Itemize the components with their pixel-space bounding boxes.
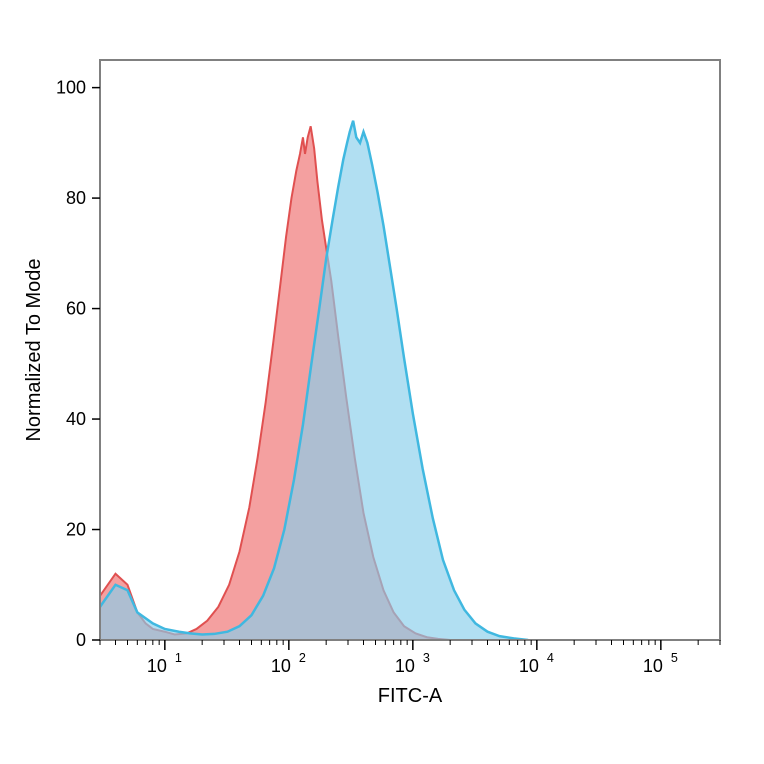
x-tick-exp: 1 xyxy=(175,651,182,665)
x-tick-exp: 4 xyxy=(547,651,554,665)
y-tick-label: 20 xyxy=(66,520,86,540)
y-tick-label: 0 xyxy=(76,630,86,650)
y-tick-label: 80 xyxy=(66,188,86,208)
flow-cytometry-chart: 0 20 40 60 80 100 10 1 10 2 10 3 10 4 10 5 Normalized To… xyxy=(0,0,764,764)
x-axis-label: FITC-A xyxy=(378,685,443,707)
x-tick-label: 10 xyxy=(147,656,167,676)
x-tick-exp: 5 xyxy=(671,651,678,665)
x-tick-label: 10 xyxy=(643,656,663,676)
y-axis-label: Normalized To Mode xyxy=(23,258,45,441)
x-tick-label: 10 xyxy=(395,656,415,676)
y-tick-label: 60 xyxy=(66,299,86,319)
x-tick-exp: 2 xyxy=(299,651,306,665)
x-tick-label: 10 xyxy=(519,656,539,676)
y-tick-label: 100 xyxy=(56,78,86,98)
y-tick-label: 40 xyxy=(66,409,86,429)
x-tick-label: 10 xyxy=(271,656,291,676)
x-tick-exp: 3 xyxy=(423,651,430,665)
chart-svg: 0 20 40 60 80 100 10 1 10 2 10 3 10 4 10 5 Normalized To… xyxy=(0,0,764,764)
